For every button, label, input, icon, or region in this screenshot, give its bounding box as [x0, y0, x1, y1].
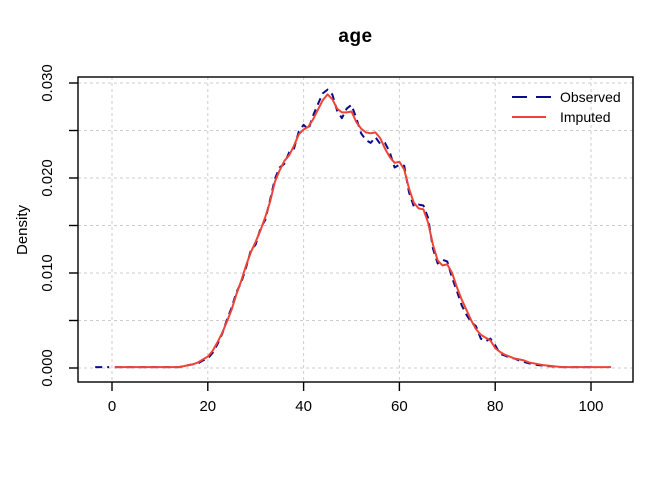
y-axis-tick-label: 0.010: [39, 254, 56, 292]
legend-label-imputed: Imputed: [560, 109, 611, 125]
legend-item-imputed: Imputed: [505, 108, 635, 126]
plot-box: [77, 76, 634, 383]
series-imputed-curve: [114, 93, 612, 369]
x-axis-tick-label: 20: [199, 398, 216, 415]
y-axis-tick-label: 0.030: [39, 64, 56, 102]
x-axis-tick-label: 60: [391, 398, 408, 415]
x-axis-tick-label: 80: [487, 398, 504, 415]
legend-item-observed: Observed: [505, 88, 635, 106]
legend: Observed Imputed: [505, 88, 635, 134]
imputed-solid-line-sample: [512, 116, 546, 118]
chart-title: age: [338, 26, 373, 47]
y-axis-tick-label: 0.020: [39, 159, 56, 197]
series-observed-curve: [114, 88, 591, 369]
y-axis-tick-label: 0.000: [39, 349, 56, 387]
x-axis-tick-label: 100: [578, 398, 603, 415]
observed-dashed-line-sample: [512, 96, 558, 98]
x-axis-tick-label: 0: [108, 398, 116, 415]
legend-label-observed: Observed: [560, 89, 621, 105]
x-axis-tick-label: 40: [295, 398, 312, 415]
y-axis-title: Density: [14, 204, 31, 256]
